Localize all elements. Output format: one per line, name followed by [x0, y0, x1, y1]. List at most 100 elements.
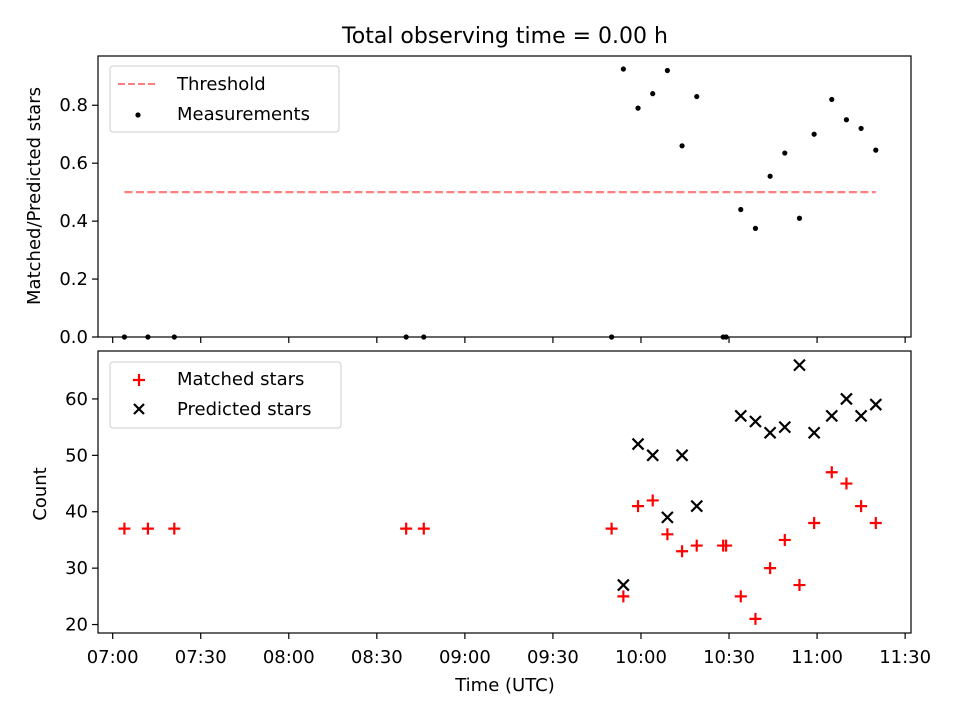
measurement-point	[843, 117, 850, 123]
matched-star-point	[825, 466, 838, 479]
measurement-point	[679, 143, 685, 149]
top-y-tick-label: 0.2	[59, 269, 88, 290]
x-tick-label: 09:00	[439, 647, 491, 668]
x-tick-label: 07:30	[175, 647, 227, 668]
predicted-star-point	[631, 437, 645, 451]
measurement-point	[811, 131, 817, 137]
matched-star-point	[400, 522, 413, 535]
measurement-point	[738, 206, 744, 213]
measurement-point	[620, 66, 626, 72]
measurement-point	[145, 334, 151, 340]
measurements-legend-marker	[135, 112, 141, 118]
bottom-plot-area	[118, 358, 883, 625]
top-legend: Threshold Measurements	[109, 65, 340, 133]
measurement-point	[829, 96, 835, 103]
measurement-point	[609, 334, 615, 340]
measurement-point	[635, 105, 641, 111]
top-legend-box	[109, 65, 340, 133]
predicted-star-point	[840, 392, 853, 406]
predicted-star-point	[825, 409, 839, 423]
predicted-star-point	[646, 449, 659, 462]
x-tick-label: 07:00	[87, 647, 139, 668]
matched-star-point	[646, 494, 659, 507]
top-y-tick-label: 0.6	[59, 153, 88, 174]
predicted-star-point	[854, 409, 868, 423]
x-tick-label: 10:30	[703, 647, 755, 668]
bottom-x-ticks: 07:00 07:30 08:00 08:30 09:00 09:30 10:00 10:30…	[87, 633, 931, 668]
matched-star-point	[690, 539, 703, 552]
matched-stars-legend-label: Matched stars	[177, 369, 304, 390]
predicted-star-point	[617, 578, 630, 592]
measurement-point	[858, 125, 864, 132]
bottom-y-axis-label: Count	[30, 467, 51, 520]
x-tick-label: 09:30	[527, 647, 579, 668]
predicted-star-point	[869, 398, 883, 411]
matched-star-point	[617, 590, 630, 603]
x-tick-label: 11:00	[791, 647, 843, 668]
measurement-point	[752, 225, 759, 231]
top-y-tick-label: 0.8	[59, 95, 88, 116]
matched-star-point	[808, 517, 821, 530]
x-tick-label: 08:30	[351, 647, 403, 668]
measurement-point	[403, 334, 409, 340]
predicted-star-point	[690, 499, 704, 513]
predicted-stars-legend-marker	[133, 403, 145, 415]
predicted-star-point	[661, 511, 674, 524]
predicted-star-point	[734, 409, 748, 423]
threshold-legend-label: Threshold	[176, 74, 266, 95]
matched-star-point	[855, 500, 868, 513]
top-axes-frame	[97, 55, 912, 338]
measurement-point	[121, 334, 128, 340]
bottom-y-tick-label: 60	[65, 389, 88, 410]
measurement-point	[873, 147, 879, 153]
predicted-star-point	[793, 358, 806, 372]
top-panel: Matched/Predicted stars 0.00.20.40.60.8 …	[24, 55, 912, 348]
matched-star-point	[749, 612, 762, 625]
measurements-legend-label: Measurements	[177, 104, 310, 125]
matched-star-point	[417, 522, 430, 535]
bottom-legend: Matched stars Predicted stars	[109, 361, 342, 429]
x-tick-label: 10:00	[615, 647, 667, 668]
matched-star-point	[840, 477, 853, 490]
top-y-axis-label: Matched/Predicted stars	[24, 87, 45, 305]
predicted-star-point	[778, 420, 792, 434]
bottom-y-tick-label: 50	[65, 445, 88, 466]
matched-star-point	[118, 522, 131, 535]
top-plot-area	[121, 66, 879, 340]
bottom-y-tick-label: 20	[65, 615, 88, 636]
bottom-y-tick-label: 30	[65, 558, 88, 579]
x-tick-label: 08:00	[263, 647, 315, 668]
top-x-ticks	[112, 337, 906, 343]
predicted-star-point	[763, 426, 777, 440]
matched-star-point	[764, 562, 777, 575]
measurement-point	[782, 150, 788, 156]
bottom-y-ticks: 20 30 40 50 60	[65, 389, 98, 636]
matched-star-point	[661, 528, 674, 541]
matched-star-point	[778, 533, 791, 546]
matched-stars-legend-marker	[133, 374, 145, 386]
predicted-stars-legend-label: Predicted stars	[177, 399, 311, 420]
top-y-ticks: 0.0 0.2 0.4 0.6 0.8	[59, 95, 98, 348]
measurement-point	[650, 91, 656, 97]
matched-star-point	[720, 539, 733, 552]
bottom-panel: Count Time (UTC) 20 30 40 50 60 07:00 07:30 08…	[30, 350, 931, 696]
bottom-axes-frame	[97, 350, 912, 634]
matched-star-point	[869, 517, 882, 530]
measurement-point	[421, 334, 427, 340]
matched-star-point	[734, 590, 747, 603]
top-y-tick-label: 0.0	[59, 327, 88, 348]
matched-star-point	[168, 522, 181, 535]
bottom-legend-box	[109, 361, 342, 429]
measurement-point	[664, 67, 670, 74]
measurement-point	[694, 93, 700, 100]
measurement-point	[767, 173, 773, 179]
bottom-y-tick-label: 40	[65, 502, 88, 523]
measurement-point	[796, 215, 803, 221]
measurement-point	[723, 334, 729, 340]
measurement-point	[171, 334, 177, 340]
top-y-tick-label: 0.4	[59, 211, 88, 232]
predicted-star-point	[675, 449, 689, 462]
predicted-star-point	[807, 426, 821, 440]
matched-star-point	[605, 522, 618, 535]
